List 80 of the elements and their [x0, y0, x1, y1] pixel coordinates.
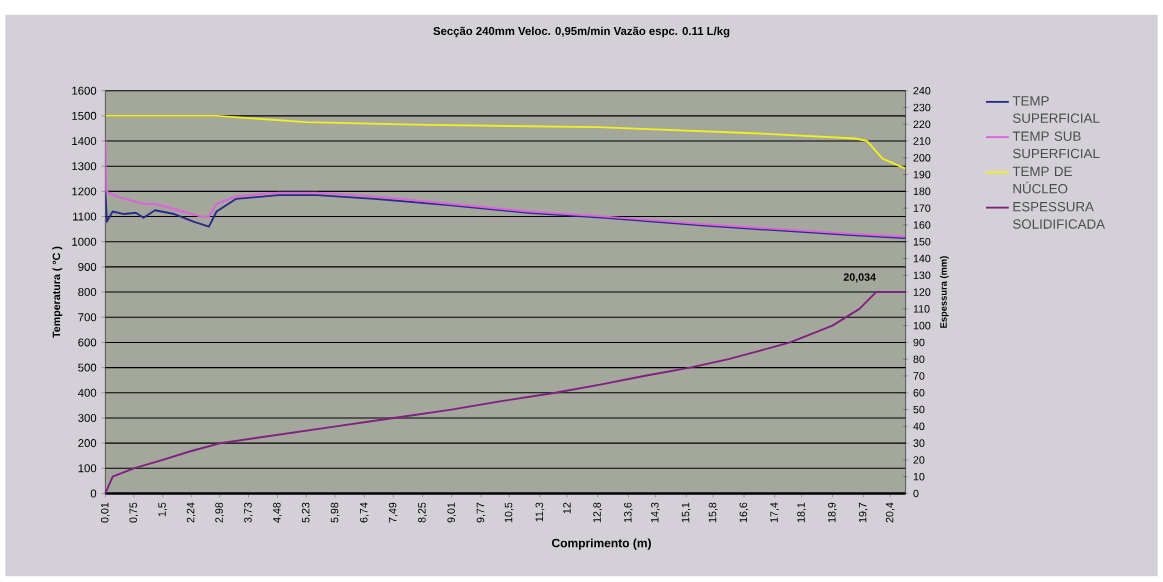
- y2-tick-label: 130: [913, 271, 931, 280]
- y2-tick-label: 100: [913, 322, 931, 330]
- y-tick-label: 0: [90, 489, 97, 498]
- x-tick-label: 17,4: [770, 502, 780, 523]
- y2-tick-label: 0: [913, 489, 919, 498]
- y-tick-label: 1100: [73, 212, 97, 221]
- x-tick-label: 12,8: [593, 502, 603, 523]
- line-series: [105, 115, 906, 170]
- legend-label: ESPESSURA SOLIDIFICADA: [1013, 202, 1106, 229]
- y2-tick-label: 170: [913, 204, 931, 213]
- x-tick-label: 9,77: [476, 502, 486, 523]
- x-tick-label: 18,1: [797, 502, 807, 523]
- y2-tick-label: 70: [913, 372, 925, 381]
- x-tick-label: 16,6: [739, 502, 749, 523]
- x-tick-label: 2,24: [186, 502, 196, 523]
- y2-tick-label: 230: [913, 103, 931, 112]
- annotation: 20,034: [843, 273, 876, 283]
- x-tick-label: 0,75: [129, 502, 139, 523]
- y2-tick-label: 60: [913, 389, 925, 397]
- y2-tick-label: 20: [913, 456, 925, 464]
- y2-tick-label: 220: [913, 120, 931, 129]
- y-tick-label: 900: [78, 263, 97, 272]
- y2-axis-title: Espessura (mm): [939, 256, 949, 329]
- x-tick-label: 20,4: [885, 502, 895, 523]
- y2-tick-label: 150: [913, 238, 931, 246]
- x-tick-label: 3,73: [244, 502, 253, 523]
- y-tick-label: 100: [78, 464, 97, 473]
- y-axis-title: Temperatura ( °C ): [52, 246, 63, 339]
- x-tick-label: 11,3: [535, 502, 545, 522]
- x-axis-title: Comprimento (m): [552, 538, 651, 550]
- y-tick-label: 1000: [72, 237, 97, 246]
- y2-tick-label: 160: [913, 221, 931, 229]
- y2-tick-label: 190: [913, 171, 931, 179]
- y-tick-label: 1300: [72, 162, 97, 171]
- y2-tick-label: 50: [913, 406, 925, 414]
- y2-tick-label: 10: [913, 473, 925, 481]
- legend-label: TEMP DE NÚCLEO: [1012, 167, 1072, 194]
- x-tick-label: 8,25: [418, 502, 427, 523]
- y2-tick-label: 200: [913, 154, 931, 162]
- x-tick-label: 14,3: [651, 502, 660, 523]
- y2-tick-label: 110: [913, 305, 930, 313]
- y-tick-label: 800: [78, 288, 97, 297]
- y2-tick-label: 40: [913, 422, 925, 431]
- x-tick-label: 5,23: [301, 502, 311, 523]
- y2-tick-label: 120: [913, 288, 931, 297]
- y2-tick-label: 30: [913, 439, 925, 448]
- y-tick-label: 300: [78, 414, 97, 423]
- x-tick-label: 7,49: [388, 502, 398, 523]
- y-tick-label: 1600: [72, 86, 97, 95]
- x-tick-label: 0,01: [100, 502, 110, 523]
- y-tick-label: 400: [77, 389, 97, 398]
- x-tick-label: 9,01: [447, 502, 457, 523]
- y2-tick-label: 90: [913, 338, 925, 347]
- x-tick-label: 12: [563, 502, 571, 514]
- y2-tick-label: 240: [913, 87, 931, 95]
- x-tick-label: 18,9: [828, 502, 837, 523]
- x-tick-label: 15,8: [708, 502, 718, 523]
- y-tick-label: 700: [78, 313, 97, 322]
- legend-label: TEMP SUB SUPERFICIAL: [1012, 131, 1100, 159]
- y2-tick-label: 210: [913, 137, 931, 146]
- x-tick-label: 6,74: [360, 502, 369, 523]
- x-tick-label: 5,98: [330, 502, 340, 523]
- x-tick-label: 2,98: [215, 502, 225, 523]
- y2-tick-label: 180: [913, 187, 931, 196]
- x-tick-label: 15,1: [681, 502, 691, 523]
- x-tick-label: 13,6: [624, 502, 633, 523]
- chart-title: Secção 240mm Veloc. 0,95m/min Vazão espc. 0.11 L/kg: [433, 26, 730, 38]
- y-tick-label: 1400: [72, 137, 97, 146]
- y-tick-label: 600: [78, 338, 97, 347]
- x-tick-label: 1,5: [158, 502, 168, 517]
- y-tick-label: 200: [78, 439, 97, 448]
- x-tick-label: 4,48: [273, 502, 282, 523]
- y2-tick-label: 80: [913, 355, 925, 364]
- y2-tick-label: 140: [913, 254, 931, 263]
- x-tick-label: 19,7: [858, 502, 868, 523]
- x-tick-label: 10,5: [504, 502, 514, 523]
- y-tick-label: 500: [78, 363, 97, 372]
- y-tick-label: 1200: [72, 187, 97, 196]
- y-tick-label: 1500: [72, 112, 97, 121]
- legend-label: TEMP SUPERFICIAL: [1012, 96, 1100, 124]
